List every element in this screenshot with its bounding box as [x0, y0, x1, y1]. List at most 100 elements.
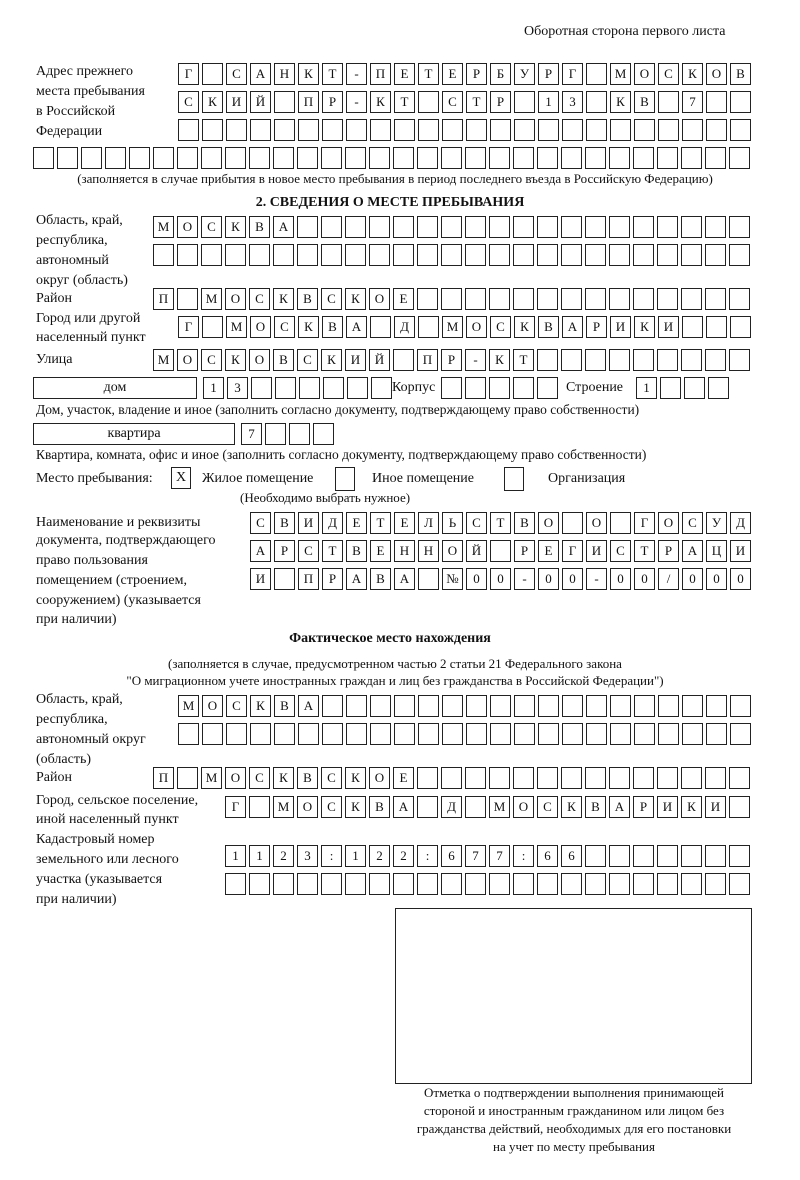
char-cell[interactable]: П: [370, 63, 391, 85]
char-cell[interactable]: 3: [227, 377, 248, 399]
char-cell[interactable]: 1: [538, 91, 559, 113]
char-cell[interactable]: [321, 216, 342, 238]
char-cell[interactable]: [297, 216, 318, 238]
char-cell[interactable]: [633, 845, 654, 867]
char-cell[interactable]: Й: [369, 349, 390, 371]
char-cell[interactable]: [657, 288, 678, 310]
char-cell[interactable]: П: [298, 91, 319, 113]
char-cell[interactable]: [513, 147, 534, 169]
char-cell[interactable]: 0: [706, 568, 727, 590]
char-cell[interactable]: №: [442, 568, 463, 590]
char-cell[interactable]: [393, 147, 414, 169]
char-cell[interactable]: [394, 119, 415, 141]
char-cell[interactable]: [225, 244, 246, 266]
char-cell[interactable]: О: [177, 349, 198, 371]
char-cell[interactable]: С: [297, 349, 318, 371]
char-cell[interactable]: [273, 147, 294, 169]
char-cell[interactable]: Д: [394, 316, 415, 338]
char-cell[interactable]: [585, 349, 606, 371]
char-cell[interactable]: [371, 377, 392, 399]
char-cell[interactable]: /: [658, 568, 679, 590]
char-cell[interactable]: Г: [634, 512, 655, 534]
char-cell[interactable]: [513, 767, 534, 789]
char-cell[interactable]: [297, 147, 318, 169]
char-cell[interactable]: В: [369, 796, 390, 818]
char-cell[interactable]: [684, 377, 705, 399]
char-cell[interactable]: В: [514, 512, 535, 534]
char-cell[interactable]: [466, 119, 487, 141]
char-cell[interactable]: [299, 377, 320, 399]
char-cell[interactable]: 7: [489, 845, 510, 867]
char-cell[interactable]: [370, 695, 391, 717]
char-cell[interactable]: А: [346, 568, 367, 590]
char-cell[interactable]: П: [153, 288, 174, 310]
char-cell[interactable]: 0: [490, 568, 511, 590]
char-cell[interactable]: К: [682, 63, 703, 85]
char-cell[interactable]: [609, 767, 630, 789]
char-cell[interactable]: 6: [441, 845, 462, 867]
char-cell[interactable]: Р: [514, 540, 535, 562]
char-cell[interactable]: А: [273, 216, 294, 238]
char-cell[interactable]: [538, 695, 559, 717]
char-cell[interactable]: О: [706, 63, 727, 85]
char-cell[interactable]: [609, 873, 630, 895]
char-cell[interactable]: С: [249, 288, 270, 310]
char-cell[interactable]: С: [201, 216, 222, 238]
char-cell[interactable]: [441, 377, 462, 399]
char-cell[interactable]: [417, 288, 438, 310]
char-cell[interactable]: О: [466, 316, 487, 338]
char-cell[interactable]: [417, 147, 438, 169]
char-cell[interactable]: И: [298, 512, 319, 534]
char-cell[interactable]: [177, 147, 198, 169]
char-cell[interactable]: С: [226, 695, 247, 717]
char-cell[interactable]: [706, 91, 727, 113]
char-cell[interactable]: [633, 873, 654, 895]
char-cell[interactable]: [490, 540, 511, 562]
char-cell[interactable]: Д: [730, 512, 751, 534]
char-cell[interactable]: [706, 119, 727, 141]
char-cell[interactable]: [265, 423, 286, 445]
char-cell[interactable]: [370, 316, 391, 338]
char-cell[interactable]: С: [466, 512, 487, 534]
char-cell[interactable]: К: [298, 316, 319, 338]
char-cell[interactable]: [610, 723, 631, 745]
char-cell[interactable]: О: [586, 512, 607, 534]
char-cell[interactable]: В: [730, 63, 751, 85]
char-cell[interactable]: В: [585, 796, 606, 818]
char-cell[interactable]: [729, 796, 750, 818]
char-cell[interactable]: К: [225, 216, 246, 238]
char-cell[interactable]: :: [417, 845, 438, 867]
char-cell[interactable]: Т: [466, 91, 487, 113]
char-cell[interactable]: [489, 288, 510, 310]
char-cell[interactable]: С: [298, 540, 319, 562]
char-cell[interactable]: [57, 147, 78, 169]
char-cell[interactable]: [465, 796, 486, 818]
char-cell[interactable]: [417, 216, 438, 238]
char-cell[interactable]: К: [681, 796, 702, 818]
char-cell[interactable]: [153, 244, 174, 266]
char-cell[interactable]: В: [538, 316, 559, 338]
char-cell[interactable]: С: [537, 796, 558, 818]
char-cell[interactable]: [441, 147, 462, 169]
char-cell[interactable]: [657, 767, 678, 789]
char-cell[interactable]: И: [705, 796, 726, 818]
char-cell[interactable]: [418, 119, 439, 141]
char-cell[interactable]: [226, 119, 247, 141]
char-cell[interactable]: [418, 723, 439, 745]
char-cell[interactable]: [729, 767, 750, 789]
char-cell[interactable]: О: [369, 288, 390, 310]
char-cell[interactable]: В: [274, 512, 295, 534]
char-cell[interactable]: [561, 349, 582, 371]
char-cell[interactable]: [201, 244, 222, 266]
char-cell[interactable]: В: [370, 568, 391, 590]
char-cell[interactable]: 1: [203, 377, 224, 399]
char-cell[interactable]: [225, 147, 246, 169]
char-cell[interactable]: К: [610, 91, 631, 113]
char-cell[interactable]: [513, 244, 534, 266]
char-cell[interactable]: Т: [370, 512, 391, 534]
char-cell[interactable]: М: [442, 316, 463, 338]
char-cell[interactable]: О: [250, 316, 271, 338]
char-cell[interactable]: [705, 147, 726, 169]
char-cell[interactable]: [129, 147, 150, 169]
char-cell[interactable]: [537, 216, 558, 238]
